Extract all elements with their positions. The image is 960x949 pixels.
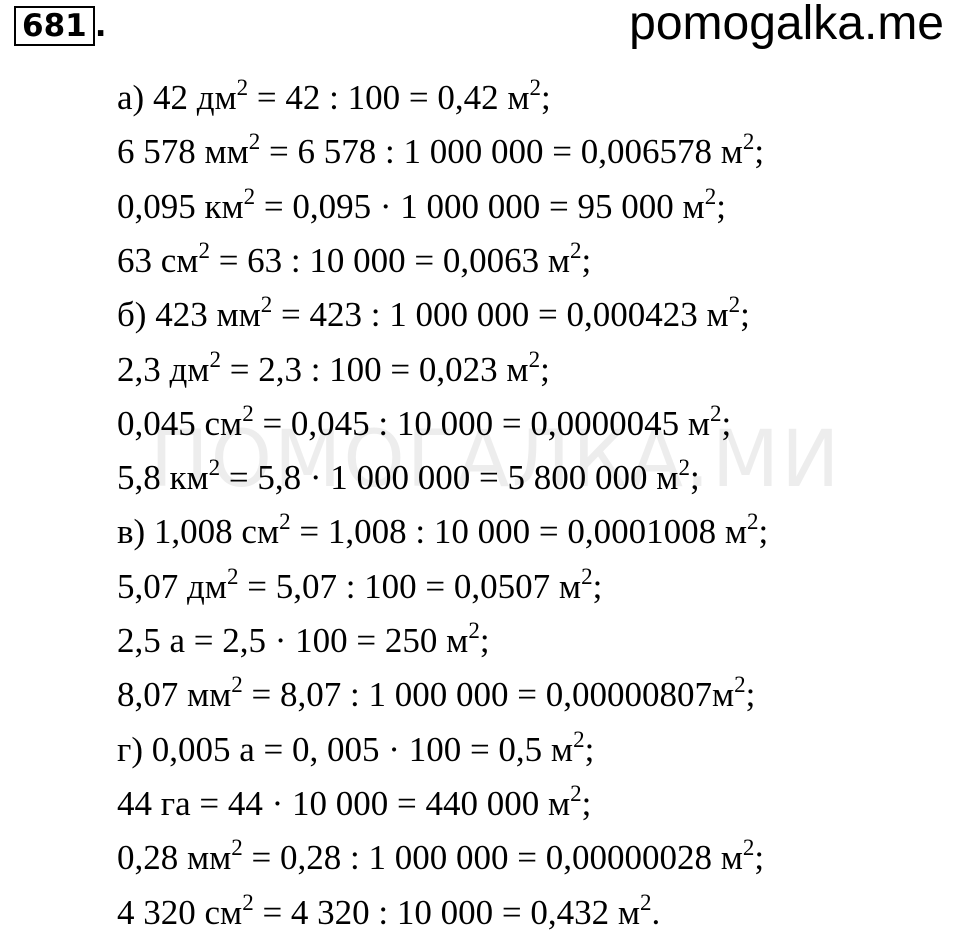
exponent: 2 [529,75,542,100]
text: 2,5 а = 2,5 · 100 = 250 м [117,621,469,660]
exponent: 2 [260,292,273,318]
text: = 0,095 · 1 000 000 = 95 000 м [255,186,705,226]
text: ; [592,566,603,606]
text: 5,8 км [117,458,209,498]
text: = 42 : 100 = 0,42 м [248,78,530,117]
text: = 63 : 10 000 = 0,0063 м [209,240,571,280]
solution-line: 0,095 км2 = 0,095 · 1 000 000 = 95 000 м… [117,183,726,227]
solution-line: г) 0,005 а = 0, 005 · 100 = 0,5 м2; [117,726,595,770]
text: 44 га = 44 · 10 000 = 440 000 м [117,783,571,823]
solution-line: 0,28 мм2 = 0,28 : 1 000 000 = 0,00000028… [117,835,765,878]
text: ; [541,78,551,117]
text: . [651,892,661,932]
solution-line: 2,3 дм2 = 2,3 : 100 = 0,023 м2; [117,346,550,390]
solution-line: 5,8 км2 = 5,8 · 1 000 000 = 5 800 000 м2… [117,455,700,498]
text: = 8,07 : 1 000 000 = 0,00000807м [242,675,735,715]
task-number-box: 681 [14,6,95,46]
text: б) 423 мм [117,295,261,335]
text: 6 578 мм [117,132,249,172]
exponent: 2 [573,726,585,752]
task-number-suffix: . [94,8,107,44]
exponent: 2 [640,889,652,915]
exponent: 2 [746,509,759,535]
text: = 423 : 1 000 000 = 0,000423 м [272,295,729,335]
exponent: 2 [468,618,480,643]
text: ; [581,783,592,823]
exponent: 2 [570,237,582,263]
text: 5,07 дм [117,566,227,606]
watermark: ПОМОГАЛКА.МИ [150,415,842,505]
exponent: 2 [742,835,755,861]
exponent: 2 [209,346,221,372]
solution-line: в) 1,008 см2 = 1,008 : 10 000 = 0,000100… [117,509,769,552]
exponent: 2 [242,889,254,915]
text: = 1,008 : 10 000 = 0,0001008 м [290,512,747,552]
text: = 6 578 : 1 000 000 = 0,006578 м [260,132,743,172]
exponent: 2 [279,509,291,535]
text: 63 см [117,240,199,280]
exponent: 2 [734,672,746,698]
solution-line: 5,07 дм2 = 5,07 : 100 = 0,0507 м2; [117,563,603,607]
text: г) 0,005 а = 0, 005 · 100 = 0,5 м [117,729,574,769]
text: ; [745,675,756,715]
text: = 2,3 : 100 = 0,023 м [220,349,529,389]
text: 8,07 мм [117,675,232,715]
text: ; [479,621,490,660]
site-name: pomogalka.me [629,0,944,50]
text: = 4 320 : 10 000 = 0,432 м [253,892,641,932]
text: = 5,07 : 100 = 0,0507 м [238,566,582,606]
solution-line: 4 320 см2 = 4 320 : 10 000 = 0,432 м2. [117,889,661,933]
exponent: 2 [248,129,261,155]
exponent: 2 [208,455,221,481]
solution-line: 8,07 мм2 = 8,07 : 1 000 000 = 0,00000807… [117,672,756,715]
text: ; [716,186,726,226]
exponent: 2 [728,292,741,318]
text: ; [540,349,550,389]
exponent: 2 [581,563,593,589]
exponent: 2 [678,455,690,481]
text: ; [581,240,592,280]
exponent: 2 [242,400,254,426]
text: ; [721,403,732,443]
exponent: 2 [742,129,755,155]
exponent: 2 [198,237,210,263]
solution-line: 63 см2 = 63 : 10 000 = 0,0063 м2; [117,237,592,281]
text: 0,28 мм [117,838,232,878]
text: = 0,28 : 1 000 000 = 0,00000028 м [242,838,743,878]
text: 0,095 км [117,186,244,226]
exponent: 2 [570,780,582,806]
text: 0,045 см [117,403,243,443]
solution-line: 6 578 мм2 = 6 578 : 1 000 000 = 0,006578… [117,129,765,172]
exponent: 2 [243,183,256,209]
text: ; [754,838,765,878]
text: ; [754,132,765,172]
exponent: 2 [528,346,541,372]
exponent: 2 [704,183,717,209]
exponent: 2 [226,563,239,589]
solution-line: 2,5 а = 2,5 · 100 = 250 м2; [117,618,490,661]
exponent: 2 [710,400,722,426]
text: ; [740,295,750,335]
text: 2,3 дм [117,349,210,389]
text: в) 1,008 см [117,512,280,552]
text: ; [758,512,769,552]
exponent: 2 [231,835,243,861]
text: а) 42 дм [117,78,237,117]
text: 4 320 см [117,892,243,932]
text: = 0,045 : 10 000 = 0,0000045 м [253,403,711,443]
text: ; [689,458,700,498]
solution-line: а) 42 дм2 = 42 : 100 = 0,42 м2; [117,75,551,118]
solution-line: 0,045 см2 = 0,045 : 10 000 = 0,0000045 м… [117,400,732,444]
solution-line: б) 423 мм2 = 423 : 1 000 000 = 0,000423 … [117,292,750,335]
task-number: 681. [14,6,107,46]
text: = 5,8 · 1 000 000 = 5 800 000 м [220,458,679,498]
exponent: 2 [231,672,243,698]
text: ; [584,729,595,769]
solution-line: 44 га = 44 · 10 000 = 440 000 м2; [117,780,592,824]
exponent: 2 [236,75,249,100]
